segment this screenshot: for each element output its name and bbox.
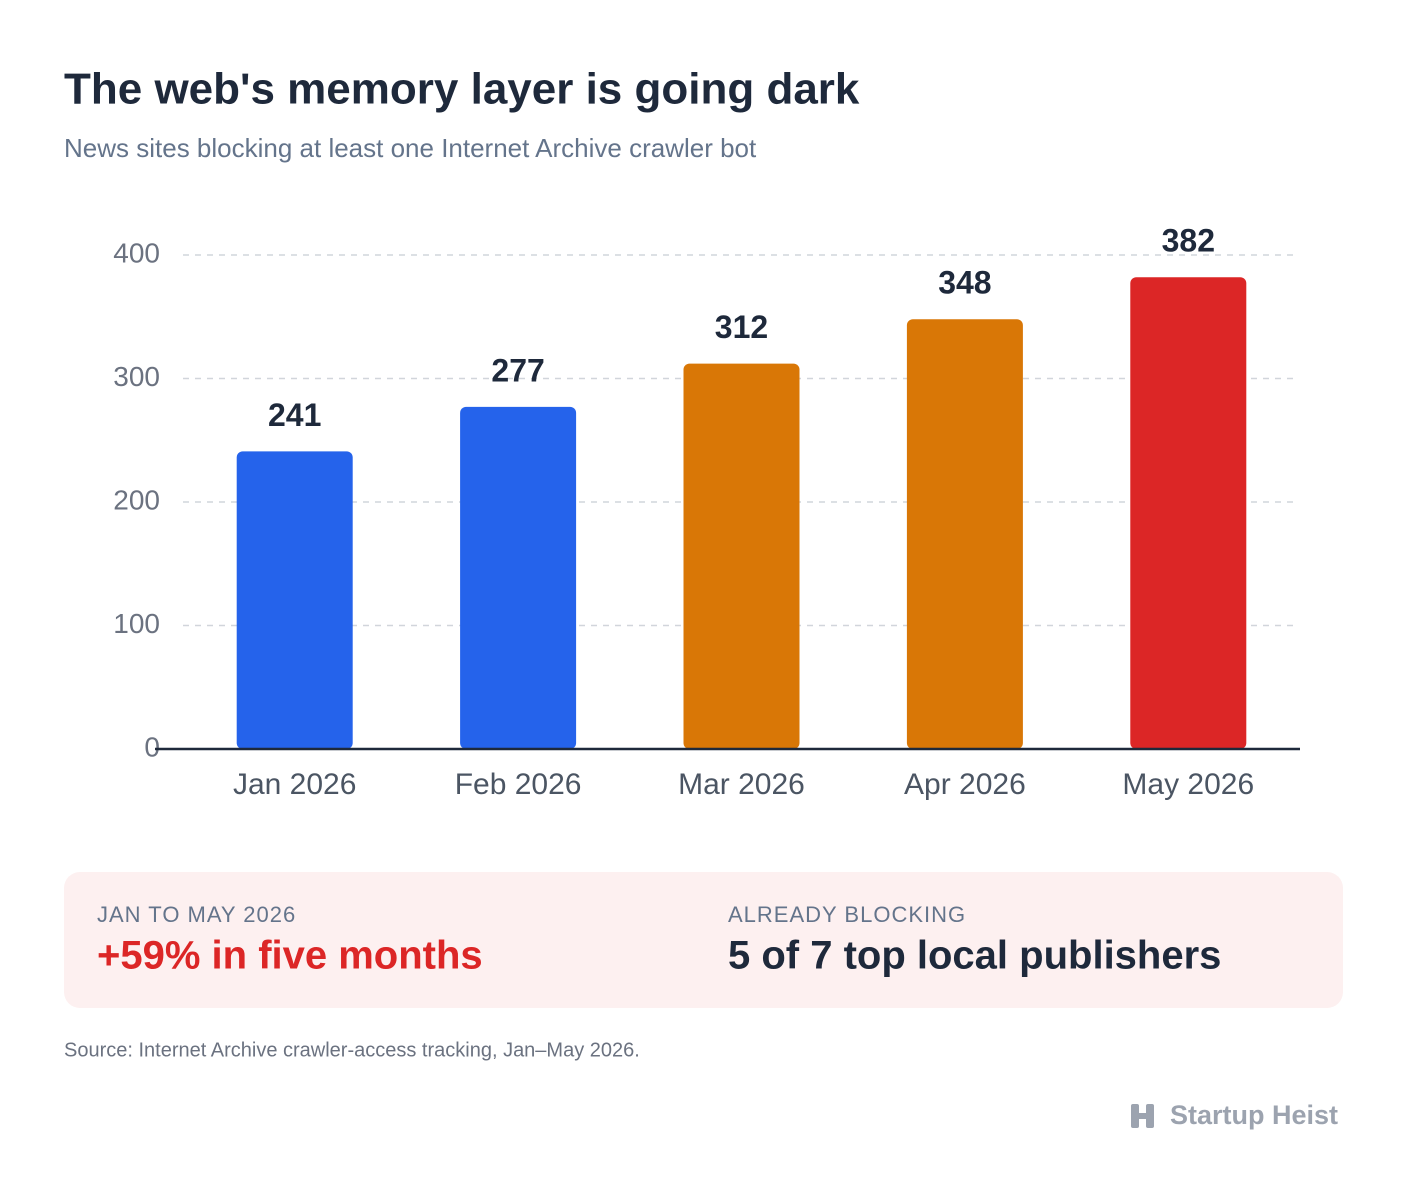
value-label: 348 — [938, 265, 991, 301]
brand-icon — [1131, 1104, 1154, 1128]
chart-title: The web's memory layer is going dark — [64, 65, 860, 114]
callout-box — [64, 872, 1343, 1008]
source: Source: Internet Archive crawler-access … — [64, 1039, 640, 1061]
brand: Startup Heist — [1170, 1100, 1338, 1130]
x-tick-label: Mar 2026 — [678, 768, 805, 801]
y-tick-label: 300 — [113, 361, 160, 392]
callout-label: JAN TO MAY 2026 — [97, 902, 296, 927]
x-tick-label: Apr 2026 — [904, 768, 1026, 801]
plot: 0 100 200 300 400 241 Jan 2026 277 Feb 2026 312 Ma… — [113, 223, 1300, 801]
value-label: 241 — [268, 397, 321, 433]
y-tick-label: 200 — [113, 484, 160, 515]
y-tick-label: 100 — [113, 608, 160, 639]
bar — [236, 451, 353, 749]
value-label: 312 — [715, 309, 768, 345]
callout-label: ALREADY BLOCKING — [728, 902, 966, 927]
chart-subtitle: News sites blocking at least one Interne… — [64, 133, 757, 163]
bar — [1130, 277, 1247, 749]
callout-text: 5 of 7 top local publishers — [728, 934, 1221, 978]
callout-text: +59% in five months — [97, 934, 483, 978]
value-label: 277 — [491, 352, 544, 388]
x-tick-label: Feb 2026 — [455, 768, 582, 801]
bar — [906, 319, 1023, 749]
y-tick-label: 0 — [144, 731, 160, 762]
bar — [460, 406, 577, 749]
x-tick-label: Jan 2026 — [233, 768, 356, 801]
value-label: 382 — [1162, 223, 1215, 259]
x-tick-label: May 2026 — [1122, 768, 1254, 801]
bar — [683, 363, 800, 749]
y-tick-label: 400 — [113, 237, 160, 268]
